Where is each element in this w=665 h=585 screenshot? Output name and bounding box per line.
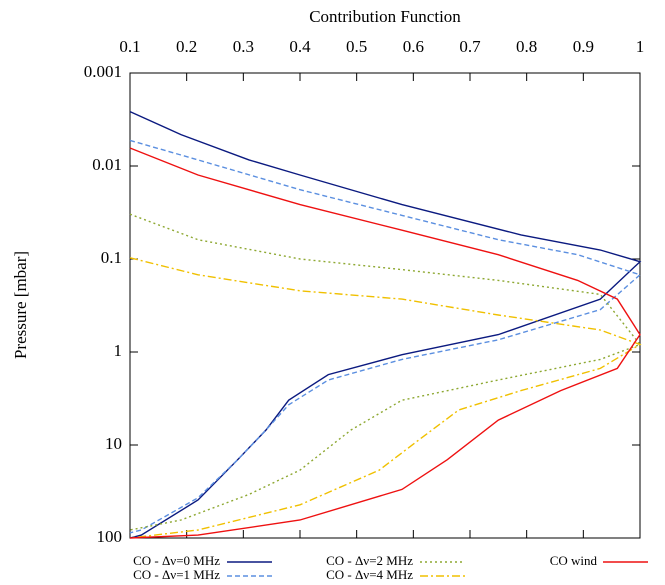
series-line xyxy=(129,139,642,534)
y-tick-label: 100 xyxy=(97,527,123,546)
x-tick-label: 0.2 xyxy=(176,37,197,56)
x-tick-label: 0.3 xyxy=(233,37,254,56)
x-tick-label: 0.5 xyxy=(346,37,367,56)
series-line xyxy=(129,257,642,539)
x-tick-label: 0.8 xyxy=(516,37,537,56)
x-tick-label: 0.1 xyxy=(119,37,140,56)
y-tick-label: 1 xyxy=(114,341,123,360)
y-tick-label: 10 xyxy=(105,434,122,453)
legend-label: CO - Δν=2 MHz xyxy=(326,553,413,568)
chart-title: Contribution Function xyxy=(309,7,461,26)
y-tick-label: 0.001 xyxy=(84,62,122,81)
legend-label: CO - Δν=0 MHz xyxy=(133,553,220,568)
plot-frame xyxy=(129,72,641,539)
y-tick-label: 0.1 xyxy=(101,248,122,267)
legend-label: CO - Δν=1 MHz xyxy=(133,567,220,582)
x-tick-label: 0.7 xyxy=(459,37,481,56)
x-tick-label: 0.6 xyxy=(403,37,424,56)
x-tick-label: 0.4 xyxy=(289,37,311,56)
series-line xyxy=(129,213,642,531)
series-line xyxy=(129,147,641,539)
x-tick-label: 0.9 xyxy=(573,37,594,56)
y-axis-label: Pressure [mbar] xyxy=(11,251,30,359)
legend-label: CO - Δν=4 MHz xyxy=(326,567,413,582)
legend-label: CO wind xyxy=(550,553,598,568)
x-tick-label: 1 xyxy=(636,37,645,56)
y-tick-label: 0.01 xyxy=(92,155,122,174)
